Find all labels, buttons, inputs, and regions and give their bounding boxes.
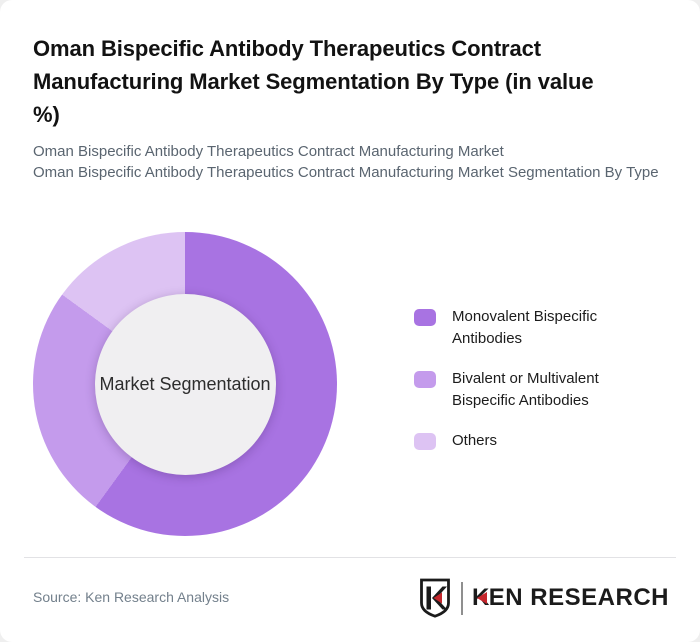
chart-legend: Monovalent Bispecific Antibodies Bivalen… (414, 306, 627, 452)
wordmark-rest: EN RESEARCH (488, 584, 669, 611)
legend-swatch-bivalent (414, 371, 436, 388)
legend-label: Bivalent or Multivalent Bispecific Antib… (452, 370, 599, 409)
subtitle-line-2: Oman Bispecific Antibody Therapeutics Co… (33, 164, 659, 181)
legend-swatch-others (414, 433, 436, 450)
legend-label: Monovalent Bispecific Antibodies (452, 308, 598, 347)
source-text: Source: Ken Research Analysis (33, 589, 230, 605)
legend-item-others[interactable]: Others (414, 430, 627, 452)
subtitle-line-1: Oman Bispecific Antibody Therapeutics Co… (33, 143, 504, 160)
chart-subtitles: Oman Bispecific Antibody Therapeutics Co… (33, 141, 673, 183)
legend-label: Others (452, 432, 498, 449)
chart-title: Oman Bispecific Antibody Therapeutics Co… (33, 36, 594, 127)
donut-center: Market Segmentation (94, 293, 276, 475)
legend-swatch-monovalent (414, 309, 436, 326)
brand-wordmark: K EN RESEARCH (472, 584, 669, 612)
legend-item-bivalent[interactable]: Bivalent or Multivalent Bispecific Antib… (414, 368, 627, 412)
red-triangle-icon (476, 592, 487, 604)
legend-item-monovalent[interactable]: Monovalent Bispecific Antibodies (414, 306, 627, 350)
donut-chart[interactable]: Market Segmentation (33, 232, 337, 536)
logo-divider (460, 581, 463, 615)
ken-research-logo: K EN RESEARCH (418, 578, 669, 618)
footer-divider (24, 557, 676, 558)
donut-center-label: Market Segmentation (99, 373, 271, 394)
ken-research-emblem-icon (420, 578, 450, 618)
